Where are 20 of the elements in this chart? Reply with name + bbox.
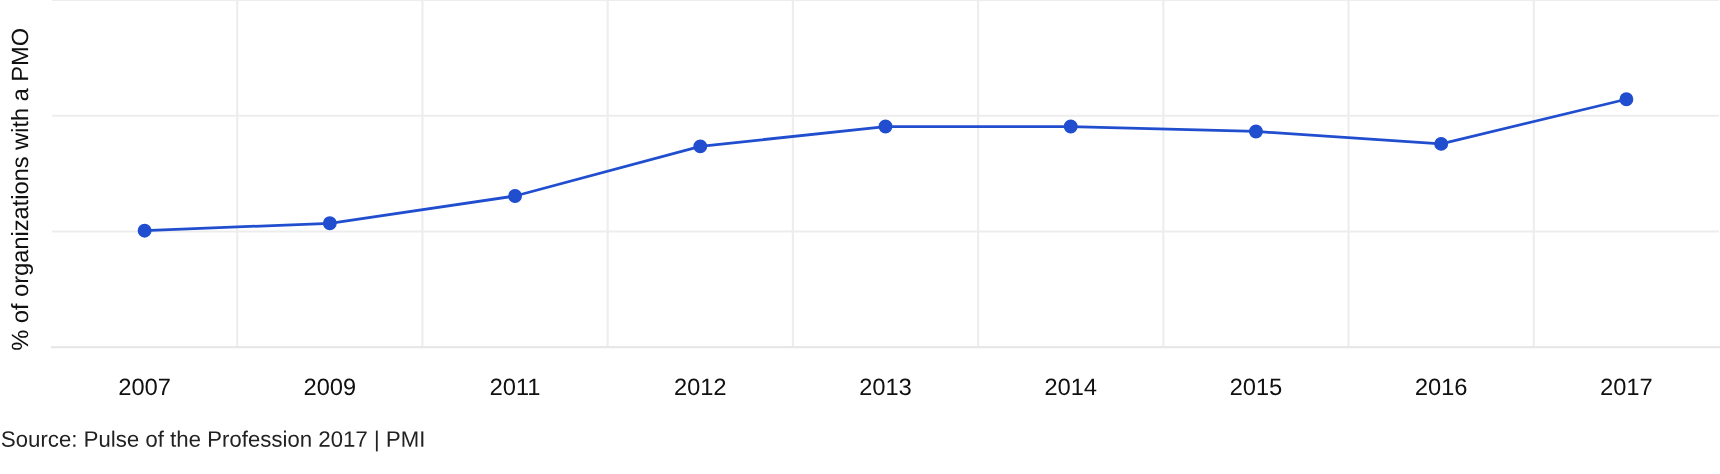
x-tick-label: 2011 <box>490 378 540 396</box>
x-tick-label: 2012 <box>675 378 726 396</box>
y-axis-title: % of organizations with a PMO <box>10 28 33 350</box>
point <box>1619 92 1634 107</box>
point <box>693 139 708 154</box>
point <box>1063 119 1078 134</box>
x-tick-label: 2009 <box>304 378 355 396</box>
source-note: Source: Pulse of the Profession 2017 | PMI <box>1 430 424 452</box>
point <box>508 189 523 203</box>
x-tick-label: 2017 <box>1601 378 1652 396</box>
x-tick-label: 2013 <box>860 378 911 396</box>
point <box>322 216 337 231</box>
x-tick-label: 2016 <box>1416 378 1467 396</box>
x-tick-label: 2015 <box>1230 378 1282 396</box>
point <box>1248 124 1263 139</box>
x-tick-label: 2014 <box>1045 378 1097 396</box>
point <box>878 119 893 134</box>
point <box>137 223 152 238</box>
point <box>1434 136 1449 151</box>
x-tick-label: 2007 <box>119 378 170 396</box>
